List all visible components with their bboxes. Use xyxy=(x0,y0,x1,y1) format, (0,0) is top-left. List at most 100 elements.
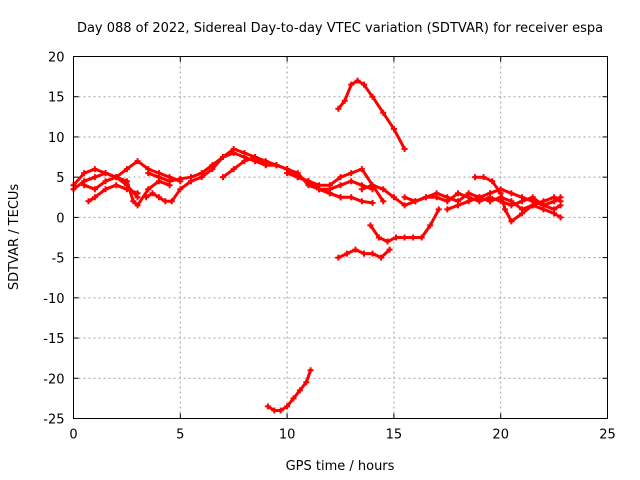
data-point xyxy=(209,162,216,169)
x-tick-label: 10 xyxy=(279,428,296,443)
data-point xyxy=(337,182,344,189)
data-point xyxy=(145,186,152,193)
y-tick-label: 15 xyxy=(48,91,65,106)
data-point xyxy=(113,182,120,189)
data-point xyxy=(519,210,526,217)
data-point xyxy=(551,210,558,217)
ticks: 0 5 10 15 20 25 -25 -20 -15 -10 -5 0 5 10 15 20 xyxy=(43,51,616,443)
series-arc-13 xyxy=(336,79,407,151)
data-point xyxy=(305,178,312,185)
data-point xyxy=(435,206,442,213)
data-point xyxy=(220,174,227,181)
data-point xyxy=(393,234,400,241)
data-point xyxy=(401,234,408,241)
data-point xyxy=(130,198,137,205)
data-point xyxy=(155,174,162,181)
x-tick-label: 15 xyxy=(386,428,403,443)
data-point xyxy=(134,158,141,165)
data-point xyxy=(557,194,564,201)
data-point xyxy=(264,403,271,410)
data-point xyxy=(465,198,472,205)
data-point xyxy=(123,186,130,193)
y-tick-label: 10 xyxy=(48,131,65,146)
data-point xyxy=(273,162,280,169)
plot-frame xyxy=(73,56,608,419)
data-point xyxy=(384,238,391,245)
data-point xyxy=(241,158,248,165)
data-series xyxy=(70,77,564,414)
data-point xyxy=(358,186,365,193)
y-tick-label: -25 xyxy=(43,413,64,428)
data-point xyxy=(508,190,515,197)
data-point xyxy=(290,395,297,402)
data-point xyxy=(81,170,88,177)
data-point xyxy=(241,150,248,157)
data-point xyxy=(472,174,479,181)
data-point xyxy=(113,174,120,181)
data-point xyxy=(487,198,494,205)
data-point xyxy=(476,194,483,201)
x-tick-label: 0 xyxy=(69,428,77,443)
chart-title: Day 088 of 2022, Sidereal Day-to-day VTE… xyxy=(77,21,603,36)
y-tick-label: -5 xyxy=(52,252,65,267)
data-point xyxy=(427,222,434,229)
data-point xyxy=(489,178,496,185)
y-tick-label: -20 xyxy=(43,372,64,387)
data-point xyxy=(143,194,150,201)
data-point xyxy=(418,234,425,241)
data-point xyxy=(166,178,173,185)
data-point xyxy=(454,190,461,197)
data-point xyxy=(252,154,259,161)
y-axis-label: SDTVAR / TECUs xyxy=(7,184,22,291)
data-point xyxy=(134,190,141,197)
data-point xyxy=(284,170,291,177)
y-tick-label: -10 xyxy=(43,292,64,307)
data-point xyxy=(343,250,350,257)
data-point xyxy=(348,170,355,177)
data-point xyxy=(123,166,130,173)
data-point xyxy=(369,93,376,100)
data-point xyxy=(380,109,387,116)
data-point xyxy=(352,246,359,253)
data-point xyxy=(390,194,397,201)
series-arc-16 xyxy=(266,368,313,412)
data-point xyxy=(230,146,237,153)
data-point xyxy=(177,175,184,182)
data-point xyxy=(433,190,440,197)
data-point xyxy=(412,198,419,205)
data-point xyxy=(326,182,333,189)
data-point xyxy=(551,198,558,205)
y-tick-label: 20 xyxy=(48,51,65,66)
data-point xyxy=(369,182,376,189)
data-point xyxy=(187,174,194,181)
data-point xyxy=(155,194,162,201)
data-point xyxy=(557,214,564,221)
data-point xyxy=(230,166,237,173)
data-point xyxy=(262,158,269,165)
data-point xyxy=(401,194,408,201)
data-point xyxy=(303,379,310,386)
data-point xyxy=(102,186,109,193)
data-point xyxy=(271,407,278,414)
data-point xyxy=(123,178,130,185)
x-tick-label: 25 xyxy=(599,428,616,443)
data-point xyxy=(145,170,152,177)
data-point xyxy=(348,194,355,201)
data-point xyxy=(508,198,515,205)
data-point xyxy=(102,170,109,177)
data-point xyxy=(220,154,227,161)
data-point xyxy=(360,250,367,257)
data-point xyxy=(149,190,156,197)
data-point xyxy=(335,254,342,261)
data-point xyxy=(284,403,291,410)
data-point xyxy=(444,206,451,213)
data-point xyxy=(177,186,184,193)
grid xyxy=(73,56,608,419)
data-point xyxy=(540,206,547,213)
data-point xyxy=(354,77,361,84)
data-point xyxy=(91,194,98,201)
data-point xyxy=(102,178,109,185)
data-point xyxy=(386,246,393,253)
data-point xyxy=(480,174,487,181)
